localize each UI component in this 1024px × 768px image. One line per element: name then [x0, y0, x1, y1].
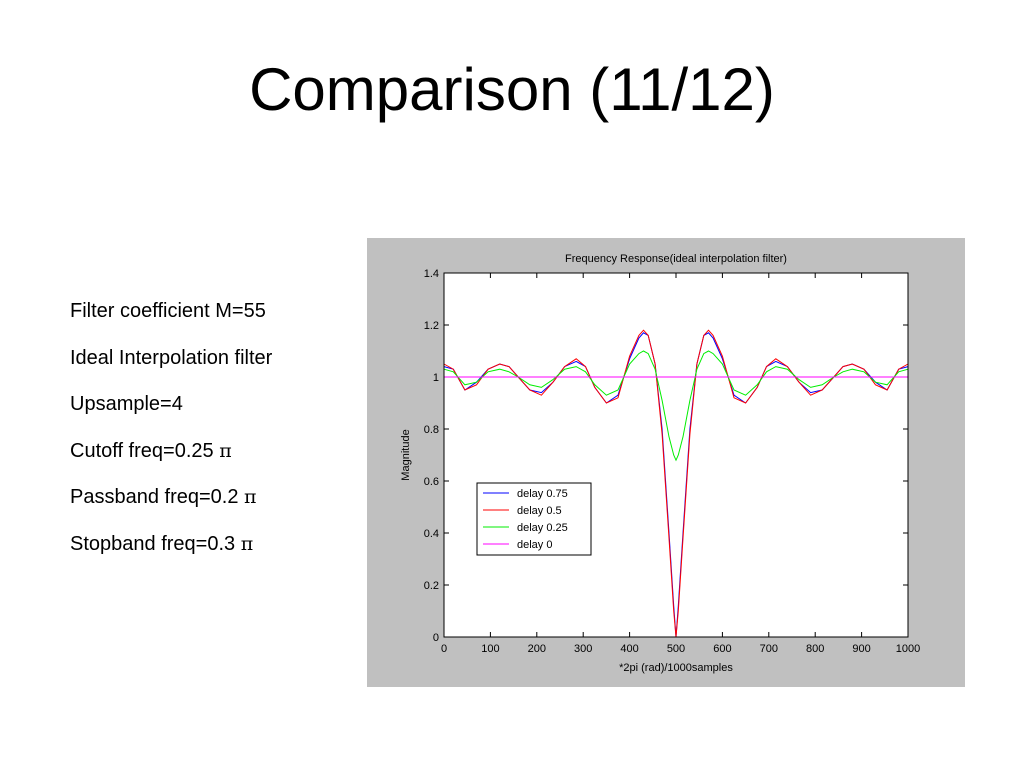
x-axis-label: *2pi (rad)/1000samples: [619, 662, 733, 674]
x-tick-label: 400: [620, 643, 638, 655]
y-tick-label: 0.4: [424, 528, 439, 540]
legend: delay 0.75 delay 0.5 delay 0.25 delay 0: [476, 482, 592, 556]
parameter-text: Ideal Interpolation filter: [70, 346, 273, 369]
plot-area: [444, 273, 908, 637]
y-tick-label: 0.6: [424, 476, 439, 488]
list-item: Passband freq=0.2 π: [70, 482, 272, 529]
legend-label: delay 0.5: [517, 505, 562, 517]
parameter-text: Upsample=4: [70, 393, 183, 416]
x-tick-label: 500: [667, 643, 685, 655]
y-tick-label: 0: [433, 632, 439, 644]
x-tick-label: 1000: [896, 643, 920, 655]
pi-symbol: π: [219, 439, 232, 462]
x-tick-label: 300: [574, 643, 592, 655]
y-tick-label: 0.2: [424, 580, 439, 592]
plot-frame: [443, 272, 909, 638]
figure-window: Frequency Response(ideal interpolation f…: [367, 238, 965, 687]
pi-symbol: π: [244, 486, 257, 509]
pi-symbol: π: [240, 532, 254, 555]
y-tick-label: 1.4: [424, 268, 439, 280]
series-line-delay-0-25: [443, 350, 909, 462]
parameter-text: Passband freq=0.2: [70, 486, 245, 509]
parameter-text: Stopband freq=0.3: [70, 532, 241, 555]
list-item: Stopband freq=0.3 π: [70, 529, 272, 576]
list-item: Filter coefficient M=55: [70, 296, 272, 343]
y-tick-label: 1.2: [424, 320, 439, 332]
legend-label: delay 0: [517, 539, 552, 551]
legend-label: delay 0.25: [517, 522, 568, 534]
list-item: Ideal Interpolation filter: [70, 343, 272, 390]
legend-label: delay 0.75: [517, 488, 568, 500]
list-item: Upsample=4: [70, 389, 272, 436]
x-tick-label: 200: [528, 643, 546, 655]
y-tick-label: 0.8: [424, 424, 439, 436]
parameter-text: Filter coefficient M=55: [70, 300, 266, 322]
x-tick-label: 600: [713, 643, 731, 655]
chart-title: Frequency Response(ideal interpolation f…: [565, 253, 787, 265]
x-tick-label: 100: [481, 643, 499, 655]
slide-title: Comparison (11/12): [249, 56, 775, 123]
frequency-response-chart: Frequency Response(ideal interpolation f…: [400, 253, 921, 674]
axis-ticks: 0 100 200 300 400 500 600 700 800 900 1000 0 0.2 0.4 0…: [424, 268, 921, 655]
x-tick-label: 700: [760, 643, 778, 655]
parameter-list: Filter coefficient M=55 Ideal Interpolat…: [70, 296, 272, 576]
x-tick-label: 0: [441, 643, 447, 655]
y-axis-label: Magnitude: [400, 429, 412, 480]
list-item: Cutoff freq=0.25 π: [70, 436, 272, 483]
legend-box: [476, 482, 592, 556]
parameter-text: Cutoff freq=0.25: [70, 439, 220, 462]
y-tick-label: 1: [433, 372, 439, 384]
x-tick-label: 800: [806, 643, 824, 655]
x-tick-label: 900: [852, 643, 870, 655]
